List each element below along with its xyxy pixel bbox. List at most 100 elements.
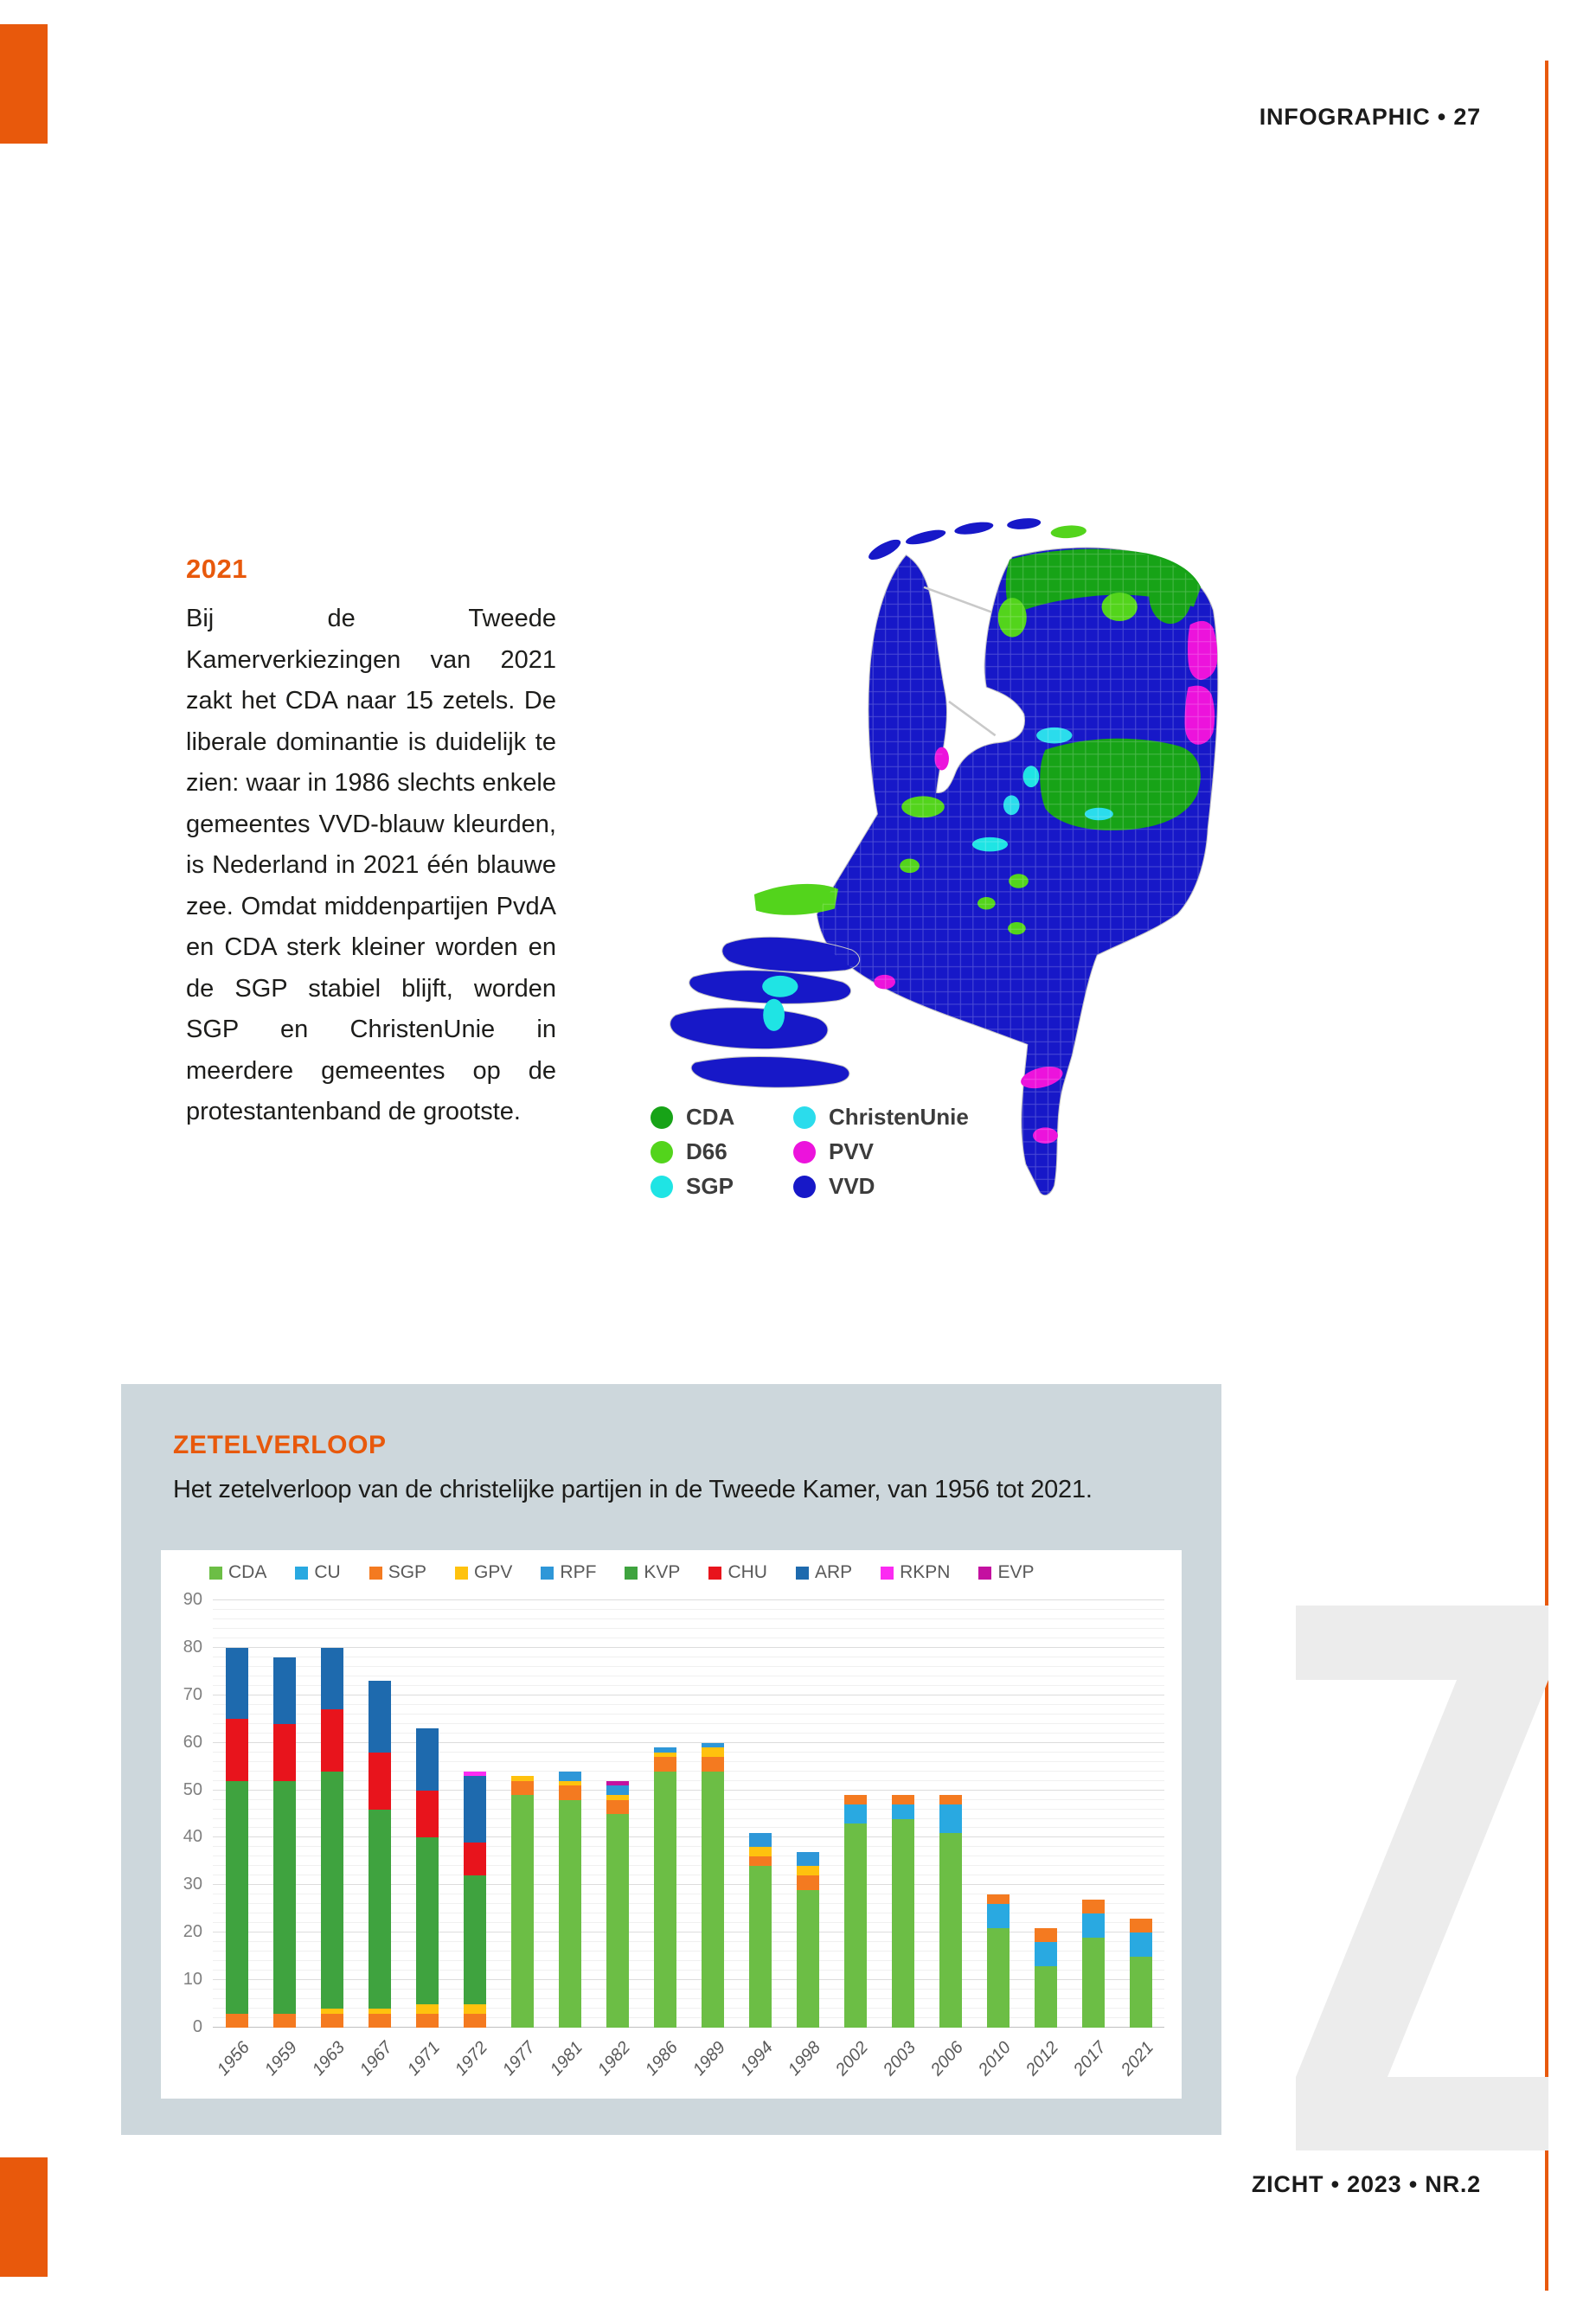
- chart-legend-item: EVP: [978, 1562, 1035, 1583]
- stacked-bar-1989: [701, 1742, 724, 2028]
- orange-accent-bottom: [0, 2157, 48, 2277]
- bar-segment-arp: [320, 1647, 343, 1710]
- map-municipal-borders: [817, 547, 1218, 1195]
- chart-legend-item: KVP: [625, 1562, 680, 1583]
- chart-legend-swatch: [369, 1566, 382, 1580]
- gridline: [213, 1798, 1164, 1800]
- gridline: [213, 1827, 1164, 1829]
- gridline: [213, 1608, 1164, 1610]
- gridline: [213, 1922, 1164, 1924]
- chart-legend-label: GPV: [474, 1562, 513, 1582]
- bar-segment-sgp: [1034, 1927, 1057, 1943]
- article-body: Bij de Tweede Kamerverkiezingen van 2021…: [186, 605, 556, 1125]
- bar-segment-kvp: [320, 1771, 343, 2009]
- bar-segment-kvp: [463, 1875, 486, 2004]
- stacked-bar-1986: [653, 1747, 676, 2028]
- chart-legend-label: CDA: [228, 1562, 267, 1582]
- orange-rule: [1545, 61, 1548, 2291]
- chart-column-1989: 1989: [689, 1600, 736, 2080]
- bar-segment-chu: [463, 1842, 486, 1876]
- stacked-bar-1981: [558, 1771, 581, 2028]
- bar-segment-cda: [1081, 1937, 1105, 2028]
- y-axis-tick-label: 80: [183, 1637, 202, 1657]
- y-axis-tick-label: 90: [183, 1590, 202, 1609]
- z-watermark: [1296, 1606, 1548, 2150]
- cu-legend-dot: [793, 1106, 816, 1129]
- chart-legend-label: CHU: [727, 1562, 767, 1582]
- bar-segment-sgp: [225, 2013, 248, 2028]
- gridline: [213, 1865, 1164, 1867]
- chart-legend-label: RPF: [560, 1562, 597, 1582]
- bar-segment-chu: [272, 1723, 296, 1781]
- bar-segment-gpv: [368, 2009, 391, 2014]
- chart-legend-label: KVP: [644, 1562, 681, 1582]
- y-axis-tick-label: 10: [183, 1970, 202, 1990]
- gridline: [213, 1646, 1164, 1648]
- bar-segment-sgp: [748, 1856, 772, 1867]
- gridline: [213, 1951, 1164, 1952]
- map-legend-item: ChristenUnie: [793, 1104, 969, 1131]
- page-footer: ZICHT • 2023 • NR.2: [1251, 2171, 1481, 2197]
- bar-segment-sgp: [510, 1780, 534, 1796]
- chart-column-1977: 1977: [498, 1600, 546, 2080]
- bar-segment-cu: [1034, 1942, 1057, 1966]
- x-axis-tick-label: 2010: [974, 2038, 1015, 2080]
- x-axis-tick-label: 1994: [736, 2038, 777, 2080]
- chart-column-2006: 2006: [926, 1600, 974, 2080]
- stacked-bar-2017: [1081, 1899, 1105, 2028]
- bar-segment-sgp: [653, 1757, 676, 1772]
- d66-legend-dot: [651, 1140, 673, 1163]
- gridline: [213, 1713, 1164, 1715]
- gridline: [213, 1941, 1164, 1943]
- stacked-bar-2010: [986, 1894, 1010, 2028]
- x-axis-tick-label: 1963: [308, 2038, 349, 2080]
- gridline: [213, 1960, 1164, 1962]
- bar-segment-chu: [415, 1790, 439, 1838]
- bar-segment-arp: [463, 1776, 486, 1843]
- stacked-bar-2002: [843, 1795, 867, 2028]
- chart-legend-label: RKPN: [900, 1562, 951, 1582]
- bar-segment-rpf: [558, 1771, 581, 1781]
- bar-segment-sgp: [368, 2013, 391, 2028]
- gridline: [213, 1779, 1164, 1781]
- chart-legend-item: CHU: [708, 1562, 767, 1583]
- bar-segment-chu: [320, 1709, 343, 1772]
- stacked-bar-1982: [606, 1780, 629, 2028]
- map-legend-label: CDA: [686, 1104, 735, 1130]
- stacked-bar-1963: [320, 1647, 343, 2028]
- bar-segment-kvp: [415, 1837, 439, 2004]
- chart-legend-label: EVP: [997, 1562, 1035, 1582]
- bar-segment-kvp: [368, 1809, 391, 2009]
- chart-legend-item: RKPN: [881, 1562, 950, 1583]
- chart-legend-swatch: [708, 1566, 722, 1580]
- bar-segment-sgp: [320, 2013, 343, 2028]
- gridline: [213, 1998, 1164, 2000]
- bar-segment-gpv: [653, 1752, 676, 1758]
- stacked-bar-1967: [368, 1681, 391, 2028]
- chart-legend-swatch: [209, 1566, 222, 1580]
- z-watermark-glyph: [1296, 1606, 1548, 2150]
- x-axis-tick-label: 1959: [260, 2038, 301, 2080]
- bar-segment-rpf: [653, 1747, 676, 1753]
- map-legend-label: VVD: [829, 1173, 875, 1199]
- gridline: [213, 1665, 1164, 1667]
- bar-segment-cda: [939, 1832, 962, 2028]
- chart-column-2003: 2003: [879, 1600, 926, 2080]
- gridline: [213, 1884, 1164, 1886]
- chart-column-2002: 2002: [831, 1600, 879, 2080]
- stacked-bar-2021: [1129, 1918, 1152, 2028]
- x-axis-tick-label: 2002: [831, 2038, 872, 2080]
- bar-segment-cu: [891, 1804, 914, 1819]
- chart-column-1998: 1998: [784, 1600, 831, 2080]
- bar-segment-cu: [1081, 1913, 1105, 1938]
- chart-column-1967: 1967: [356, 1600, 403, 2080]
- bar-segment-sgp: [463, 2013, 486, 2028]
- cda-legend-dot: [651, 1106, 673, 1129]
- bar-segment-sgp: [701, 1757, 724, 1772]
- bar-segment-sgp: [272, 2013, 296, 2028]
- bar-segment-gpv: [510, 1776, 534, 1781]
- gridline: [213, 1836, 1164, 1838]
- panel-subtitle: Het zetelverloop van de christelijke par…: [173, 1476, 1093, 1503]
- bar-segment-rkpn: [463, 1771, 486, 1777]
- chart-column-1994: 1994: [736, 1600, 784, 2080]
